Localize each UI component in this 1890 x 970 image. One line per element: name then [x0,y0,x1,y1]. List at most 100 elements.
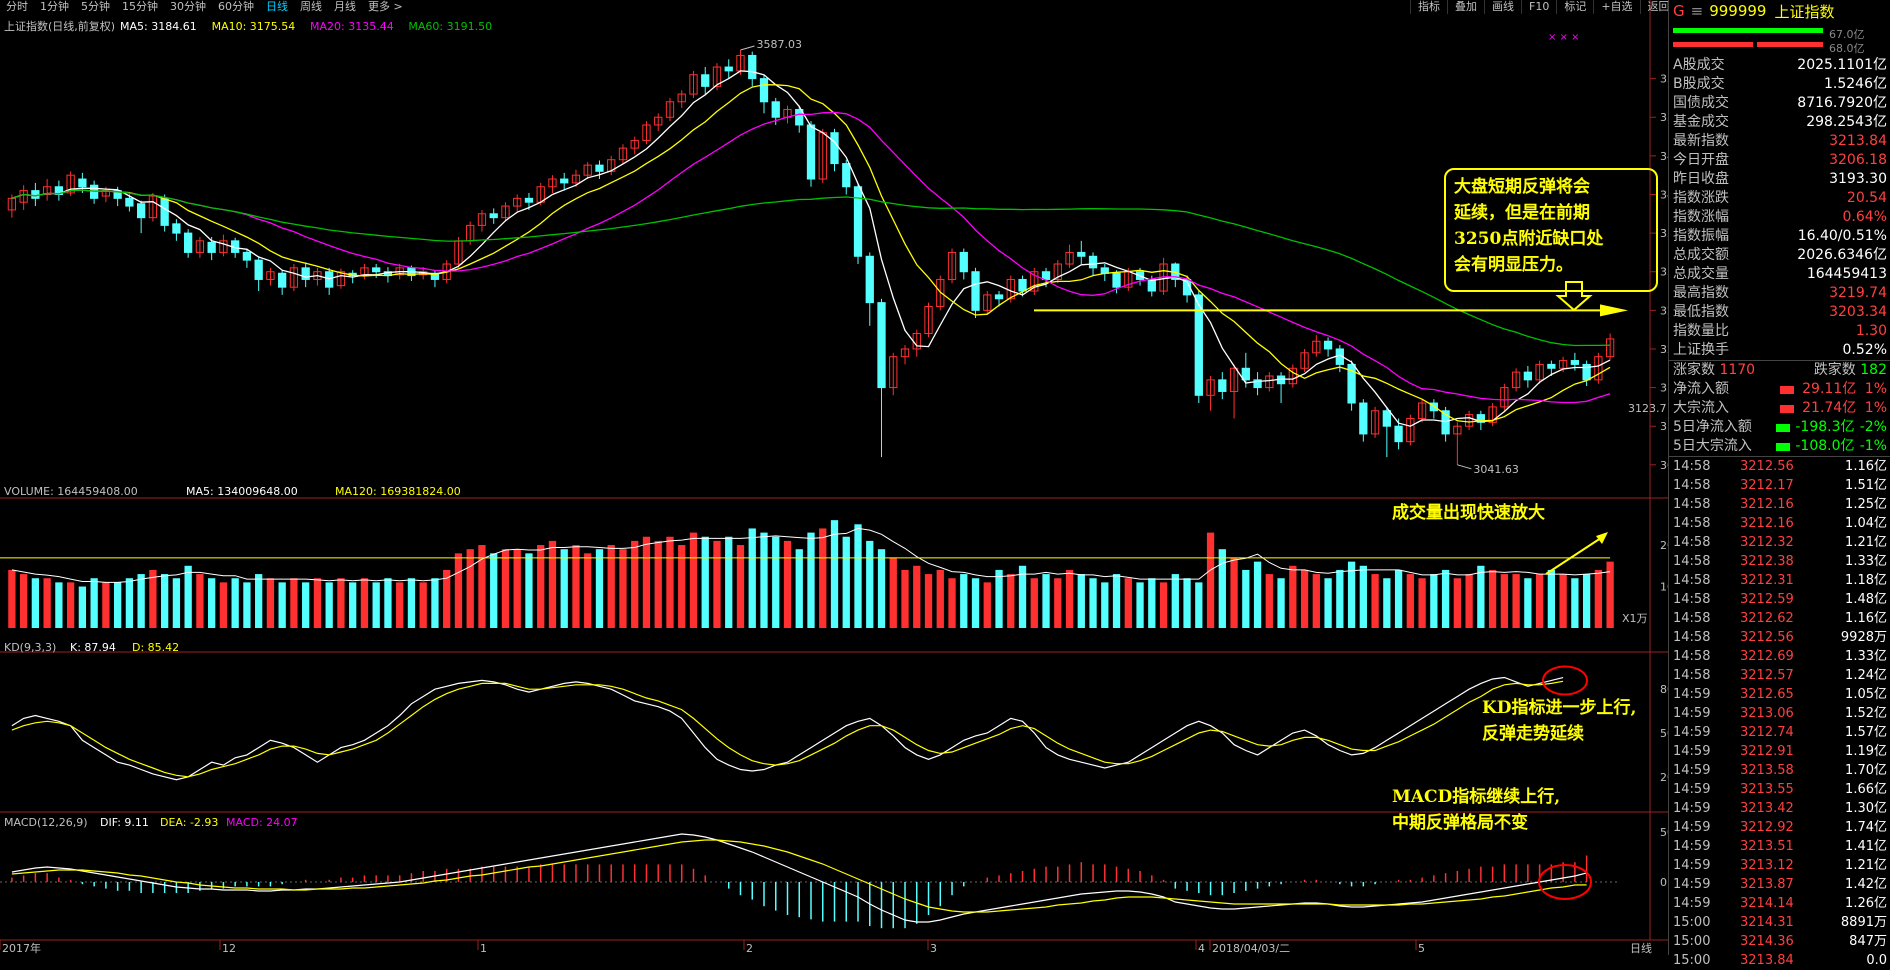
volume-bar [1500,574,1509,628]
kd-d-line [11,680,1564,778]
stat-value: 3203.34 [1829,304,1887,320]
tab-period-2[interactable]: 5分钟 [81,0,110,13]
pressure-annotation: 大盘短期反弹将会 延续，但是在前期 3250点附近缺口处 会有明显压力。 [1444,168,1658,292]
tick-price: 3212.56 [1740,630,1794,645]
tool-button-0[interactable]: 指标 [1410,0,1447,14]
index-sidebar: G ≡ 999999 上证指数 67.0亿 68.0亿 A股成交 2025.110… [1668,0,1890,968]
volume-bar [595,549,604,628]
tab-period-7[interactable]: 周线 [300,0,322,13]
candle-body [524,197,534,203]
volume-bar [243,582,251,628]
tab-period-9[interactable]: 更多 > [368,0,403,13]
tool-button-6[interactable]: 返回 [1639,0,1677,14]
candle-body [1218,379,1227,392]
volume-bar [713,540,721,628]
tab-period-6[interactable]: 日线 [266,0,288,13]
tab-period-4[interactable]: 30分钟 [170,0,206,13]
stat-value: 16.40/0.51% [1797,228,1887,244]
tool-button-2[interactable]: 画线 [1484,0,1521,14]
macd-tick: 50.00 [1660,826,1668,839]
candle-body [1018,278,1027,292]
volume-bar [1018,565,1027,628]
tab-period-0[interactable]: 分时 [6,0,28,13]
volume-bar [877,549,886,628]
candle-body [1194,294,1203,396]
kline-chart[interactable]: 3550350034503400335033003250320031503100… [0,0,1695,955]
tick-list[interactable]: 14:58 3212.56 1.16亿 14:58 3212.17 1.51亿 14:58 3… [1669,456,1890,970]
volume-bar [478,545,486,628]
volume-bar [1148,578,1156,628]
volume-bar [619,549,627,628]
volume-bar [1582,574,1591,628]
candle-body [172,223,181,234]
candle-body [1370,410,1380,435]
stat-row: 指数涨幅 0.64% [1669,208,1890,227]
tick-time: 14:58 [1673,649,1711,664]
candle-body [1312,340,1321,354]
stat-row: 最高指数 3219.74 [1669,284,1890,303]
tick-amount: 1.25亿 [1845,497,1887,512]
volume-bar [1230,557,1238,628]
tick-amount: 1.19亿 [1845,744,1887,759]
stat-label: 指数涨幅 [1673,209,1729,225]
volume-bar [184,565,192,628]
stat-label: 昨日收盘 [1673,171,1729,187]
x-axis-label: 2018/04/03/二 [1212,942,1290,955]
flow-bar [1779,405,1794,413]
tool-button-4[interactable]: 标记 [1556,0,1593,14]
tick-amount: 1.05亿 [1845,687,1887,702]
volume-bar [1312,574,1320,628]
macd-dea-line [11,839,1587,913]
volume-bar [783,540,792,628]
volume-bar [1394,569,1403,628]
tab-period-1[interactable]: 1分钟 [40,0,69,13]
tick-amount: 1.57亿 [1845,725,1887,740]
candle-body [630,139,639,149]
tick-amount: 9928万 [1840,630,1887,645]
tick-row: 14:59 3213.06 1.52亿 [1669,704,1890,723]
bar-red-1 [1673,42,1753,47]
volume-bar [1347,561,1356,628]
tool-button-1[interactable]: 叠加 [1447,0,1484,14]
volume-bar [125,578,134,628]
candle-body [712,66,722,87]
kd-k-line [11,676,1564,781]
stat-label: 上证换手 [1673,342,1729,358]
candle-body [759,78,769,103]
y-tick-label: 3250 [1660,304,1668,317]
index-code: 999999 [1709,2,1767,20]
tool-button-5[interactable]: +自选 [1593,0,1639,14]
tool-button-3[interactable]: F10 [1521,0,1556,14]
volume-bar [795,549,803,628]
tick-price: 3212.69 [1740,649,1794,664]
macd-tick: 0.00 [1660,876,1668,889]
tab-period-5[interactable]: 60分钟 [218,0,254,13]
tab-period-8[interactable]: 月线 [334,0,356,13]
stat-label: 最低指数 [1673,304,1729,320]
candle-body [900,348,910,358]
menu-icon[interactable]: ≡ [1690,2,1704,20]
volume-bar [1465,574,1473,628]
stat-row: 总成交额 2026.6346亿 [1669,246,1890,265]
candle-body [947,251,957,280]
flow-row: 5日净流入额 -198.3亿 -2% [1669,418,1890,437]
tick-row: 14:58 3212.62 1.16亿 [1669,609,1890,628]
tick-price: 3212.32 [1740,535,1794,550]
candle-body [1605,338,1615,358]
tick-amount: 1.24亿 [1845,668,1887,683]
flow-bar [1779,386,1794,394]
volume-bar [372,582,380,628]
volume-bar [384,578,392,628]
tick-price: 3212.17 [1740,478,1794,493]
tab-period-3[interactable]: 15分钟 [122,0,158,13]
tick-amount: 1.70亿 [1845,763,1887,778]
candle-body [54,186,64,195]
candle-body [701,74,710,87]
stat-label: 总成交量 [1673,266,1729,282]
bar-green [1673,28,1823,33]
high-marker [740,45,755,51]
stat-row: B股成交 1.5246亿 [1669,75,1890,94]
candle-body [806,124,816,180]
tick-time: 14:58 [1673,478,1711,493]
index-header[interactable]: G ≡ 999999 上证指数 [1669,0,1890,22]
